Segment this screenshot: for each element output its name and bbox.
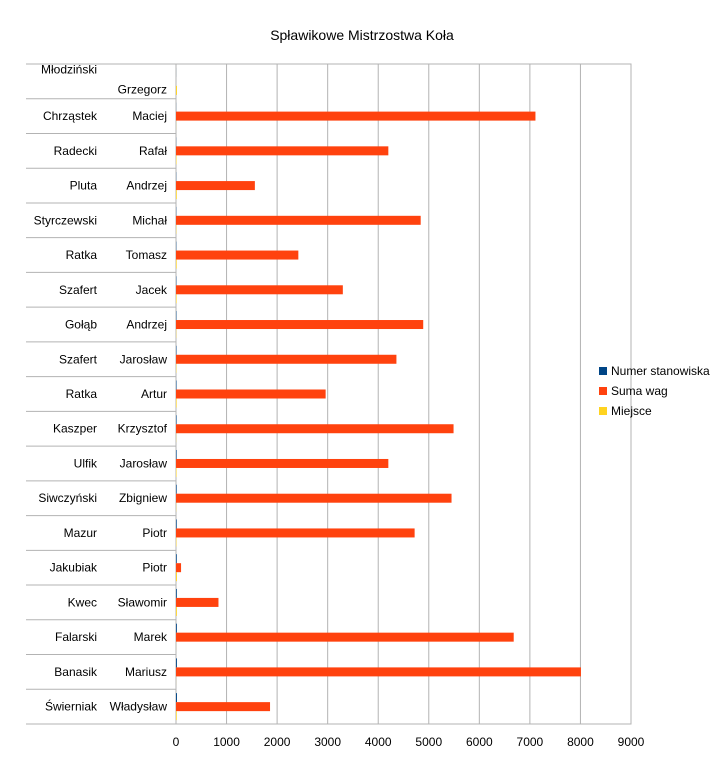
legend-label: Numer stanowiska [611,364,710,378]
category-surname-label: Szafert [59,283,98,297]
category-surname-label: Świerniak [45,699,98,714]
category-first-name-label: Marek [134,630,168,644]
legend-label: Miejsce [611,404,652,418]
bar-suma-wag [176,181,255,191]
bar-miejsce [176,85,177,95]
category-surname-label: Młodziński [41,62,97,76]
category-first-name-label: Maciej [132,109,167,123]
category-first-name-label: Grzegorz [118,82,167,96]
legend-swatch-numer-stanowiska [599,367,607,375]
x-tick-label: 6000 [466,735,493,749]
bar-miejsce [176,711,177,721]
bar-miejsce [176,398,177,408]
bar-numer-stanowiska [176,519,177,529]
category-first-name-label: Zbigniew [119,491,167,505]
category-first-name-label: Piotr [142,526,167,540]
category-labels: Młodziński Grzegorz Chrząstek Maciej Radecki… [34,62,168,713]
x-tick-label: 8000 [567,735,594,749]
legend-swatch-miejsce [599,407,607,415]
category-first-name-label: Rafał [139,144,167,158]
x-tick-label: 7000 [517,735,544,749]
category-first-name-label: Mariusz [125,665,167,679]
bar-suma-wag [176,285,343,295]
x-tick-label: 5000 [415,735,442,749]
category-first-name-label: Sławomir [118,595,167,609]
legend-label: Suma wag [611,384,668,398]
category-surname-label: Mazur [64,526,97,540]
category-first-name-label: Andrzej [126,179,167,193]
category-surname-label: Banasik [54,665,98,679]
bar-miejsce [176,606,177,616]
category-surname-label: Chrząstek [43,109,98,123]
bar-suma-wag [176,563,182,573]
bar-numer-stanowiska [176,658,177,668]
bar-suma-wag [176,146,389,156]
category-first-name-label: Michał [132,213,167,227]
bar-suma-wag [176,215,421,225]
x-tick-label: 9000 [618,735,645,749]
category-first-name-label: Jarosław [120,456,168,470]
category-first-name-label: Artur [141,387,167,401]
category-first-name-label: Władysław [110,700,168,714]
bar-numer-stanowiska [176,484,177,494]
category-surname-label: Pluta [70,179,98,193]
x-tick-label: 1000 [213,735,240,749]
x-tick-label: 3000 [314,735,341,749]
bar-suma-wag [176,250,299,260]
bar-miejsce [176,294,177,304]
bar-numer-stanowiska [176,380,177,390]
bar-suma-wag [176,458,389,468]
legend: Numer stanowiska Suma wag Miejsce [599,364,710,418]
bar-miejsce [176,467,177,477]
x-axis-ticks: 0 1000 2000 3000 4000 5000 6000 7000 8000 9000 [173,735,645,749]
category-surname-label: Szafert [59,352,98,366]
category-first-name-label: Jarosław [120,352,168,366]
category-surname-label: Kaszper [53,422,97,436]
category-separators [26,63,176,725]
category-surname-label: Ulfik [74,456,98,470]
category-surname-label: Gołąb [65,318,97,332]
bar-suma-wag [176,493,452,503]
bar-numer-stanowiska [176,588,177,598]
category-surname-label: Falarski [55,630,97,644]
bar-miejsce [176,572,177,582]
bar-numer-stanowiska [176,449,177,459]
category-surname-label: Kwec [68,595,97,609]
bar-suma-wag [176,389,326,399]
bar-suma-wag [176,528,415,538]
category-surname-label: Styrczewski [34,213,97,227]
category-first-name-label: Krzysztof [118,422,168,436]
category-surname-label: Siwczyński [38,491,97,505]
bar-numer-stanowiska [176,693,177,703]
bar-suma-wag [176,597,219,607]
bar-suma-wag [176,667,581,677]
bar-suma-wag [176,354,397,364]
chart-title: Spławikowe Mistrzostwa Koła [270,27,454,43]
bar-numer-stanowiska [176,415,177,425]
category-surname-label: Ratka [66,248,98,262]
bar-suma-wag [176,111,536,121]
category-surname-label: Jakubiak [50,561,98,575]
bar-miejsce [176,190,177,200]
bar-suma-wag [176,320,424,330]
category-surname-label: Ratka [66,387,98,401]
bar-miejsce [176,259,177,269]
x-tick-label: 0 [173,735,180,749]
bars [176,67,581,721]
category-first-name-label: Piotr [142,561,167,575]
category-first-name-label: Tomasz [126,248,167,262]
category-surname-label: Radecki [54,144,97,158]
bar-suma-wag [176,702,271,712]
bar-numer-stanowiska [176,623,177,633]
x-tick-label: 2000 [264,735,291,749]
legend-swatch-suma-wag [599,387,607,395]
category-first-name-label: Andrzej [126,318,167,332]
bar-suma-wag [176,632,514,642]
x-tick-label: 4000 [365,735,392,749]
category-first-name-label: Jacek [136,283,168,297]
bar-suma-wag [176,424,454,434]
bar-numer-stanowiska [176,554,177,564]
